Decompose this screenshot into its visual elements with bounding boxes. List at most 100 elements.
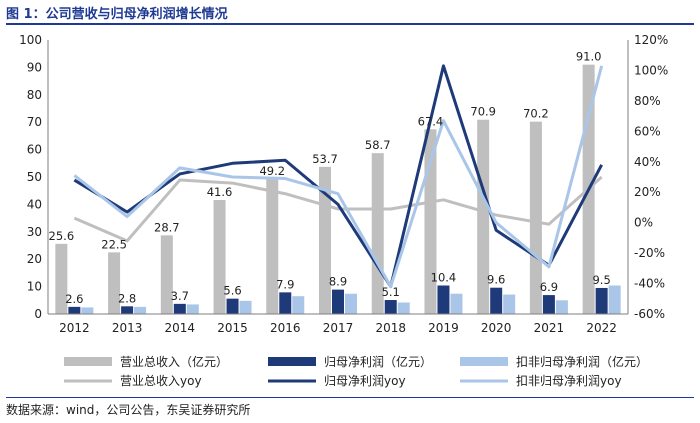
bar-net-profit [332,289,344,314]
bar-net-profit [279,292,292,314]
bar-net-profit [490,287,503,314]
source-note: 数据来源：wind，公司公告，东吴证券研究所 [6,403,251,417]
y-left-tick-label: 20 [27,252,42,266]
net-profit-data-label: 10.4 [431,271,457,285]
y-right-tick-label: 80% [634,94,661,108]
y-right-tick-label: 60% [634,124,661,138]
net-profit-data-label: 9.5 [592,273,610,287]
x-tick-label: 2020 [481,321,512,335]
y-left-tick-label: 50 [27,170,42,184]
bar-deducted-net-profit [608,285,621,314]
y-left-tick-label: 60 [27,143,42,157]
y-left-tick-label: 10 [27,280,42,294]
revenue-data-label: 41.6 [207,185,233,199]
net-profit-data-label: 8.9 [329,275,347,289]
x-tick-label: 2013 [112,321,143,335]
y-right-tick-label: 20% [634,185,661,199]
bar-deducted-net-profit [503,294,516,314]
x-tick-label: 2016 [270,321,301,335]
bar-net-profit [121,306,134,314]
y-left-tick-label: 70 [27,115,42,129]
figure-title: 图 1：公司营收与归母净利润增长情况 [6,7,228,22]
x-tick-label: 2015 [217,321,248,335]
line-deducted-net-profit-yoy [73,65,604,289]
bar-deducted-net-profit [292,296,305,314]
bar-deducted-net-profit [81,307,94,314]
net-profit-data-label: 6.9 [540,280,558,294]
x-tick-label: 2022 [586,321,617,335]
net-profit-data-label: 7.9 [276,277,294,291]
legend-label: 营业总收入yoy [120,374,202,388]
bar-deducted-net-profit [345,293,357,314]
bar-revenue [108,252,121,314]
bar-revenue [55,243,68,314]
x-tick-label: 2014 [165,321,196,335]
revenue-data-label: 70.2 [523,107,549,121]
y-left-tick-label: 80 [27,88,42,102]
legend-net-profit-bar [268,357,316,366]
bar-deducted-net-profit [186,304,199,314]
y-left-tick-label: 0 [34,307,42,321]
y-right-tick-label: 100% [634,63,668,77]
bar-deducted-net-profit [555,300,568,314]
legend-label: 扣非归母净利润（亿元） [516,354,648,369]
net-profit-data-label: 2.8 [118,291,136,305]
revenue-data-label: 28.7 [154,220,180,234]
x-tick-label: 2021 [534,321,565,335]
net-profit-data-label: 9.6 [487,273,505,287]
y-left-tick-label: 100 [19,33,42,47]
net-profit-data-label: 2.6 [65,292,83,306]
bar-revenue [477,119,490,314]
bar-revenue [213,200,226,314]
revenue-data-label: 58.7 [365,138,391,152]
y-right-tick-label: 0% [634,216,653,230]
revenue-data-label: 70.9 [470,105,496,119]
x-tick-label: 2018 [375,321,406,335]
revenue-data-label: 22.5 [101,237,127,251]
revenue-data-label: 91.0 [576,50,602,64]
bar-deducted-net-profit [239,300,252,314]
legend-label: 归母净利润（亿元） [324,354,432,369]
bar-revenue [371,153,384,314]
bar-net-profit [226,298,239,314]
source-rule [6,397,694,398]
bar-deducted-net-profit [450,293,463,314]
legend-label: 归母净利润yoy [324,374,406,388]
legend-label: 营业总收入（亿元） [120,354,228,369]
revenue-data-label: 49.2 [259,164,285,178]
legend-revenue-bar [64,357,112,366]
net-profit-data-label: 5.6 [223,284,241,298]
x-tick-label: 2017 [323,321,354,335]
bar-net-profit [437,285,450,314]
x-tick-label: 2019 [428,321,459,335]
revenue-data-label: 67.4 [418,114,444,128]
line-revenue-yoy [73,175,603,243]
title-rule [6,23,694,25]
bar-revenue [266,179,279,314]
x-tick-label: 2012 [59,321,90,335]
line-net-profit-yoy [73,64,603,289]
legend-label: 扣非归母净利润yoy [516,374,622,388]
net-profit-data-label: 3.7 [171,289,189,303]
bar-deducted-net-profit [397,302,410,314]
bar-net-profit [542,295,555,314]
y-right-tick-label: 40% [634,155,661,169]
y-right-tick-label: -40% [634,277,665,291]
bar-net-profit [384,300,397,314]
y-right-tick-label: -20% [634,246,665,260]
bar-net-profit [68,306,81,314]
bar-net-profit [595,287,608,314]
y-left-tick-label: 40 [27,197,42,211]
y-left-tick-label: 90 [27,60,42,74]
bar-revenue [160,235,173,314]
y-right-tick-label: 120% [634,33,668,47]
revenue-data-label: 25.6 [49,229,75,243]
revenue-data-label: 53.7 [312,152,338,166]
bar-deducted-net-profit [134,306,147,314]
y-right-tick-label: -60% [634,307,665,321]
net-profit-data-label: 5.1 [382,285,400,299]
legend-deducted-bar [460,357,508,366]
bar-revenue [529,121,542,314]
bar-net-profit [173,303,186,314]
